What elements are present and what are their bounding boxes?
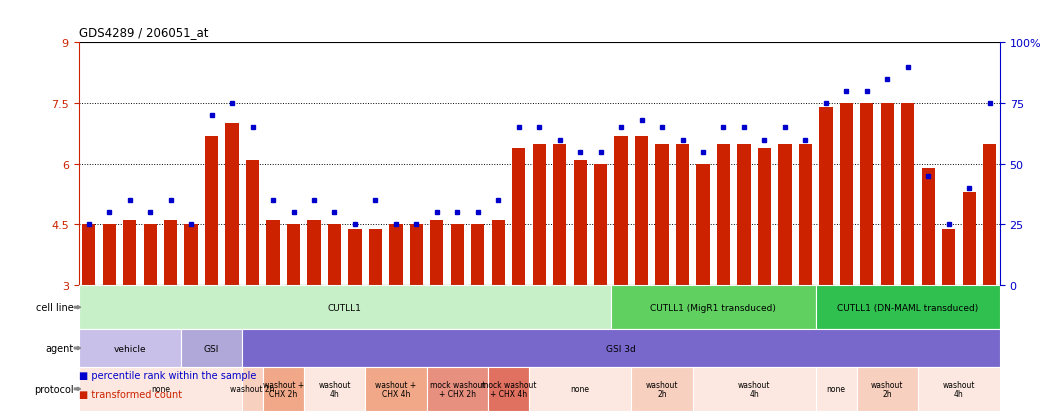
Bar xyxy=(365,367,426,411)
Bar xyxy=(778,144,792,285)
Bar xyxy=(881,104,894,285)
Bar xyxy=(693,367,816,411)
Bar xyxy=(205,136,218,285)
Bar xyxy=(816,285,1000,330)
Bar xyxy=(263,367,304,411)
Bar xyxy=(856,367,918,411)
Bar xyxy=(696,164,710,285)
Text: CUTLL1 (MigR1 transduced): CUTLL1 (MigR1 transduced) xyxy=(650,303,776,312)
Bar xyxy=(143,225,157,285)
Bar xyxy=(799,144,812,285)
Bar xyxy=(349,229,361,285)
Text: washout
2h: washout 2h xyxy=(871,380,904,398)
Text: washout +
CHX 2h: washout + CHX 2h xyxy=(263,380,304,398)
Bar xyxy=(983,144,997,285)
Bar xyxy=(242,330,1000,367)
Bar xyxy=(574,160,586,285)
Bar xyxy=(717,144,730,285)
Text: GSI 3d: GSI 3d xyxy=(606,344,636,353)
Text: mock washout
+ CHX 2h: mock washout + CHX 2h xyxy=(429,380,485,398)
Bar xyxy=(450,225,464,285)
Bar xyxy=(287,225,300,285)
Bar xyxy=(242,367,263,411)
Bar xyxy=(124,221,136,285)
Text: washout
4h: washout 4h xyxy=(318,380,351,398)
Text: CUTLL1 (DN-MAML transduced): CUTLL1 (DN-MAML transduced) xyxy=(838,303,978,312)
Bar xyxy=(594,164,607,285)
Bar xyxy=(246,160,260,285)
Bar xyxy=(901,104,914,285)
Text: vehicle: vehicle xyxy=(113,344,146,353)
Bar xyxy=(409,225,423,285)
Text: none: none xyxy=(151,385,170,394)
Bar xyxy=(79,330,181,367)
Text: none: none xyxy=(571,385,589,394)
Bar xyxy=(861,104,873,285)
Text: mock washout
+ CHX 4h: mock washout + CHX 4h xyxy=(481,380,536,398)
Text: GDS4289 / 206051_at: GDS4289 / 206051_at xyxy=(79,26,208,39)
Text: ■ transformed count: ■ transformed count xyxy=(79,389,181,399)
Bar xyxy=(328,225,341,285)
Text: cell line: cell line xyxy=(36,302,73,313)
Bar xyxy=(615,136,628,285)
Bar xyxy=(676,144,689,285)
Text: ■ percentile rank within the sample: ■ percentile rank within the sample xyxy=(79,370,255,380)
Bar xyxy=(512,148,526,285)
Bar xyxy=(488,367,529,411)
Bar xyxy=(819,108,832,285)
Text: none: none xyxy=(826,385,846,394)
Bar xyxy=(634,136,648,285)
Bar xyxy=(79,367,242,411)
Bar xyxy=(426,367,488,411)
Bar xyxy=(308,221,320,285)
Bar xyxy=(304,367,365,411)
Bar xyxy=(181,330,242,367)
Bar xyxy=(737,144,751,285)
Bar xyxy=(655,144,669,285)
Bar xyxy=(962,193,976,285)
Bar xyxy=(225,124,239,285)
Text: agent: agent xyxy=(45,343,73,353)
Bar xyxy=(82,225,95,285)
Text: washout
2h: washout 2h xyxy=(646,380,678,398)
Bar xyxy=(758,148,771,285)
Text: protocol: protocol xyxy=(34,384,73,394)
Bar xyxy=(184,225,198,285)
Text: washout +
CHX 4h: washout + CHX 4h xyxy=(375,380,417,398)
Bar xyxy=(266,221,280,285)
Bar xyxy=(103,225,116,285)
Bar xyxy=(471,225,485,285)
Bar xyxy=(816,367,856,411)
Bar xyxy=(369,229,382,285)
Bar xyxy=(533,144,545,285)
Text: washout
4h: washout 4h xyxy=(942,380,975,398)
Text: GSI: GSI xyxy=(204,344,219,353)
Bar xyxy=(942,229,955,285)
Bar xyxy=(79,285,610,330)
Bar xyxy=(610,285,816,330)
Bar xyxy=(840,104,853,285)
Bar xyxy=(918,367,1000,411)
Text: washout
4h: washout 4h xyxy=(738,380,771,398)
Bar xyxy=(631,367,693,411)
Bar xyxy=(164,221,177,285)
Text: CUTLL1: CUTLL1 xyxy=(328,303,361,312)
Text: washout 2h: washout 2h xyxy=(230,385,274,394)
Bar xyxy=(389,225,402,285)
Bar xyxy=(492,221,505,285)
Bar xyxy=(553,144,566,285)
Bar xyxy=(529,367,631,411)
Bar xyxy=(430,221,444,285)
Bar xyxy=(921,169,935,285)
